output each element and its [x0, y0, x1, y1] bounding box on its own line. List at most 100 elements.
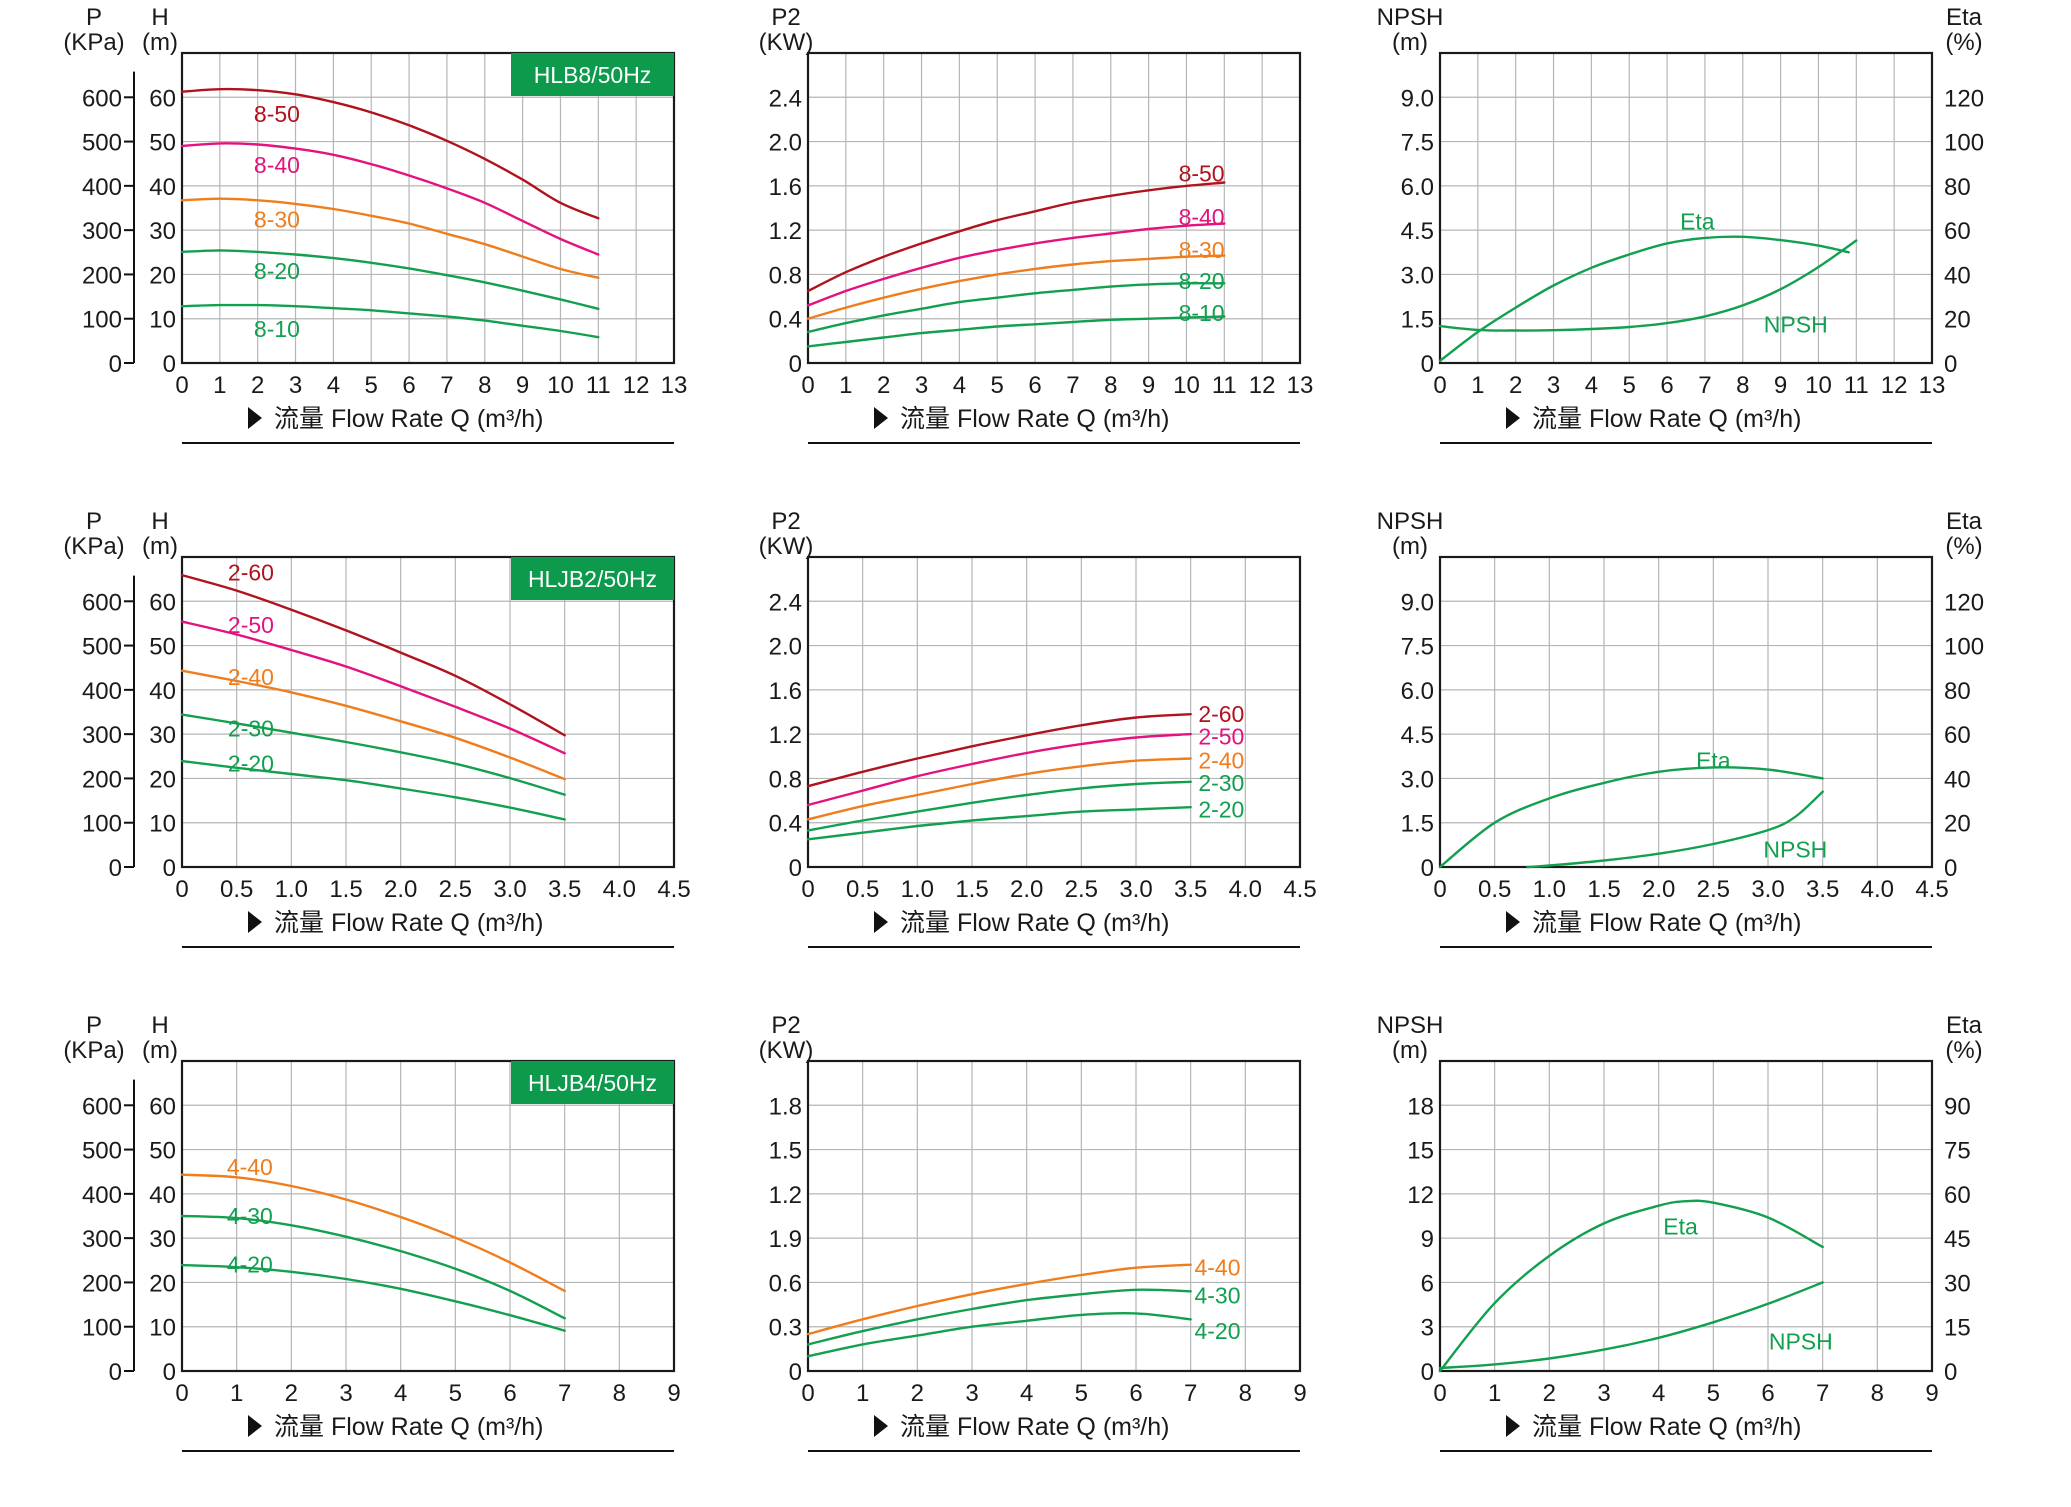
y-tick-label: 0 [789, 1359, 802, 1386]
y-tick-label: 4.5 [1401, 722, 1434, 749]
x-tick-label: 9 [1142, 372, 1155, 399]
plot-frame [1438, 1059, 1934, 1373]
y2-tick-label: 60 [1944, 722, 1971, 749]
series-line-Eta [1438, 235, 1850, 362]
y-tick-label: 40 [149, 174, 176, 201]
x-tick-label: 2 [285, 1380, 298, 1407]
model-badge-label: HLJB2/50Hz [528, 566, 657, 592]
x-tick-label: 12 [1249, 372, 1276, 399]
y-axis-unit-label: (m) [1392, 533, 1428, 560]
x-axis-title: 流量 Flow Rate Q (m³/h) [900, 909, 1169, 937]
y-axis-unit-label: Eta [1946, 1012, 1983, 1039]
y-tick-label: 1.5 [769, 1138, 802, 1165]
series-label-Eta: Eta [1696, 748, 1731, 774]
x-tick-label: 2.5 [1697, 876, 1730, 903]
y2-tick-label: 80 [1944, 174, 1971, 201]
x-tick-label: 7 [1816, 1380, 1829, 1407]
series-line-2-60 [180, 573, 566, 737]
y-tick-label: 0 [1421, 855, 1434, 882]
x-tick-label: 5 [1707, 1380, 1720, 1407]
plot-frame [1438, 555, 1934, 869]
y-tick-label: 60 [149, 1093, 176, 1120]
y-tick-label: 6 [1421, 1270, 1434, 1297]
p-tick-label: 600 [82, 85, 122, 112]
series-line-2-60 [806, 713, 1192, 788]
series-line-4-30 [180, 1214, 566, 1320]
y-tick-label: 0.6 [769, 1270, 802, 1297]
x-tick-label: 1.5 [1587, 876, 1620, 903]
p-tick-label: 100 [82, 307, 122, 334]
y-axis-unit-label: (KW) [759, 29, 814, 56]
y2-tick-label: 100 [1944, 130, 1984, 157]
y-tick-label: 6.0 [1401, 678, 1434, 705]
y-tick-label: 0.4 [769, 811, 802, 838]
y2-tick-label: 90 [1944, 1093, 1971, 1120]
series-line-2-40 [806, 757, 1192, 821]
series-label-4-20: 4-20 [1194, 1318, 1240, 1344]
y-tick-label: 20 [149, 262, 176, 289]
x-tick-label: 3 [965, 1380, 978, 1407]
y-axis-unit-label: NPSH [1377, 508, 1444, 535]
series-label-2-30: 2-30 [1198, 770, 1244, 796]
y-axis-unit-label: (m) [142, 29, 178, 56]
y-tick-label: 0.8 [769, 766, 802, 793]
play-triangle-icon [1506, 911, 1520, 933]
model-badge [511, 53, 674, 96]
series-line-2-20 [806, 806, 1192, 841]
y-tick-label: 10 [149, 811, 176, 838]
x-axis-title: 流量 Flow Rate Q (m³/h) [1532, 1413, 1801, 1441]
series-line-Eta [1438, 766, 1824, 869]
y-axis-unit-label: (m) [1392, 29, 1428, 56]
x-tick-label: 6 [1761, 1380, 1774, 1407]
series-line-2-50 [180, 620, 566, 755]
p-tick-label: 200 [82, 766, 122, 793]
y-tick-label: 1.9 [769, 1226, 802, 1253]
y-tick-label: 3.0 [1401, 766, 1434, 793]
y-tick-label: 10 [149, 307, 176, 334]
y-axis-unit-label: H [151, 4, 168, 31]
series-line-8-10 [180, 303, 600, 339]
series-label-8-40: 8-40 [1179, 204, 1225, 230]
x-tick-label: 13 [1919, 372, 1946, 399]
p-tick-label: 100 [82, 811, 122, 838]
series-label-8-10: 8-10 [1179, 300, 1225, 326]
x-tick-label: 9 [1293, 1380, 1306, 1407]
p-tick-label: 0 [109, 855, 122, 882]
y-axis-unit-label: Eta [1946, 508, 1983, 535]
x-tick-label: 5 [991, 372, 1004, 399]
y-axis-unit-label: (KPa) [63, 29, 124, 56]
x-tick-label: 6 [402, 372, 415, 399]
y-tick-label: 1.2 [769, 218, 802, 245]
play-triangle-icon [1506, 407, 1520, 429]
x-tick-label: 0 [1433, 1380, 1446, 1407]
series-label-8-30: 8-30 [254, 206, 300, 232]
x-tick-label: 5 [1623, 372, 1636, 399]
x-tick-label: 9 [516, 372, 529, 399]
y-tick-label: 10 [149, 1315, 176, 1342]
y2-tick-label: 0 [1944, 855, 1957, 882]
y-tick-label: 0.4 [769, 307, 802, 334]
series-line-4-30 [806, 1288, 1192, 1346]
x-tick-label: 13 [661, 372, 688, 399]
x-tick-label: 4 [1020, 1380, 1033, 1407]
series-line-8-40 [180, 142, 600, 256]
y-tick-label: 0 [789, 855, 802, 882]
series-label-4-30: 4-30 [1194, 1283, 1240, 1309]
p-tick-label: 500 [82, 130, 122, 157]
y-tick-label: 2.0 [769, 130, 802, 157]
x-tick-label: 11 [1212, 372, 1237, 399]
series-line-2-30 [806, 780, 1192, 832]
grid [1440, 1061, 1932, 1371]
grid [1440, 557, 1932, 867]
plot-frame [1438, 51, 1934, 365]
series-label-2-50: 2-50 [1198, 723, 1244, 749]
x-tick-label: 11 [1844, 372, 1869, 399]
series-label-4-40: 4-40 [227, 1154, 273, 1180]
x-tick-label: 4.0 [1229, 876, 1262, 903]
play-triangle-icon [248, 911, 262, 933]
series-label-4-30: 4-30 [227, 1203, 273, 1229]
plot-frame [180, 51, 676, 365]
series-label-8-20: 8-20 [1179, 268, 1225, 294]
y-tick-label: 1.5 [1401, 811, 1434, 838]
y-tick-label: 9 [1421, 1226, 1434, 1253]
